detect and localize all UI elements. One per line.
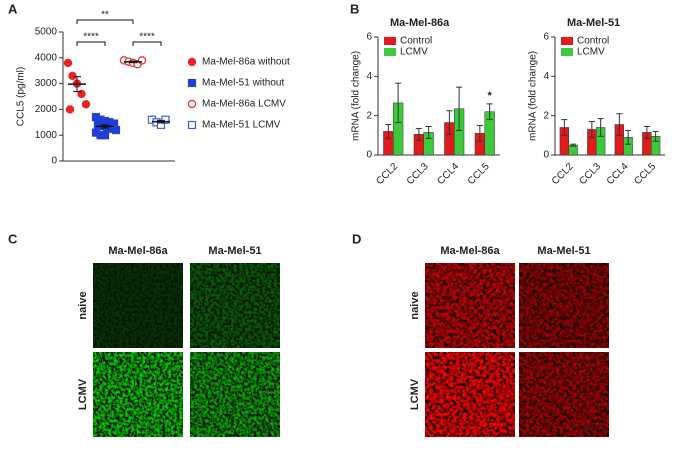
dot [161,115,170,124]
micrograph-signal [425,263,515,348]
legend-label: LCMV [577,47,605,58]
legend-marker [561,48,573,56]
legend-marker [187,99,197,109]
chart-title: Ma-Mel-86a [390,17,450,29]
y-tick-label: 6 [543,32,549,43]
legend-marker [187,120,197,130]
legend-label: LCMV [400,47,428,58]
dot [100,131,110,140]
stain-label: CCL5 [582,423,605,433]
micrograph-signal [519,352,609,437]
micrograph-signal [190,263,280,348]
legend-label: Control [400,36,432,47]
y-tick-label: 6 [366,32,372,43]
micrograph-signal [190,352,280,437]
legend-label: Control [577,36,609,47]
stain-label: LCMV [251,423,276,433]
y-axis-label: mRNA (fold change) [528,51,539,141]
y-tick-label: 0 [543,150,549,161]
dot [77,89,86,99]
legend-marker [384,37,396,45]
row-label: naive [77,291,89,319]
dot [63,58,73,68]
x-tick-label: CCL2 [374,161,400,187]
legend-marker [187,78,197,88]
significance-label: **** [83,32,99,43]
row-label: LCMV [77,378,89,410]
y-axis-label: mRNA (fold change) [351,51,362,141]
y-tick-label: 2 [543,110,549,121]
y-tick-label: 3000 [35,78,58,89]
x-tick-label: CCL3 [405,161,431,187]
x-tick-label: CCL2 [550,161,576,187]
significance-label: ** [101,10,109,21]
micrograph-signal [93,263,183,348]
legend-marker [384,48,396,56]
significance-label: **** [139,32,155,43]
x-tick-label: CCL4 [435,161,461,187]
x-tick-label: CCL5 [632,161,658,187]
x-tick-label: CCL5 [466,161,492,187]
legend-label: Ma-Mel-86a LCMV [202,99,286,110]
significance-bracket [76,41,106,46]
column-label: Ma-Mel-51 [208,245,261,257]
legend-label: Ma-Mel-51 LCMV [202,120,281,131]
y-tick-label: 5000 [35,27,58,38]
panel-label: C [8,231,18,246]
column-label: Ma-Mel-86a [440,245,500,257]
micrograph-signal [425,352,515,437]
legend-marker [561,37,573,45]
y-tick-label: 1000 [35,130,58,141]
micrograph-signal [93,352,183,437]
row-label: LCMV [409,378,421,410]
y-tick-label: 2 [366,110,372,121]
significance-bracket [76,19,134,24]
y-tick-label: 2000 [35,104,58,115]
dot [137,56,147,65]
legend-label: Ma-Mel-86a without [202,57,290,68]
y-tick-label: 0 [51,156,57,167]
dot [81,100,91,109]
panel-label: A [8,1,18,16]
column-label: Ma-Mel-51 [537,245,590,257]
y-tick-label: 4 [366,71,372,82]
row-label: naive [409,291,421,319]
dot [111,125,121,135]
legend-label: Ma-Mel-51 without [202,78,284,89]
y-tick-label: 0 [366,150,372,161]
significance-bracket [132,41,162,46]
dot [65,105,75,114]
panel-label: B [350,1,359,16]
y-tick-label: 4000 [35,52,58,63]
column-label: Ma-Mel-86a [108,245,168,257]
significance-label: * [487,90,492,102]
dot [68,71,77,81]
legend-marker [187,57,197,67]
x-tick-label: CCL3 [577,161,603,187]
y-axis-label: CCL5 (pg/ml) [16,67,27,126]
x-tick-label: CCL4 [605,161,631,187]
chart-title: Ma-Mel-51 [567,17,620,29]
micrograph-signal [519,263,609,348]
y-tick-label: 4 [543,71,549,82]
panel-label: D [352,231,361,246]
